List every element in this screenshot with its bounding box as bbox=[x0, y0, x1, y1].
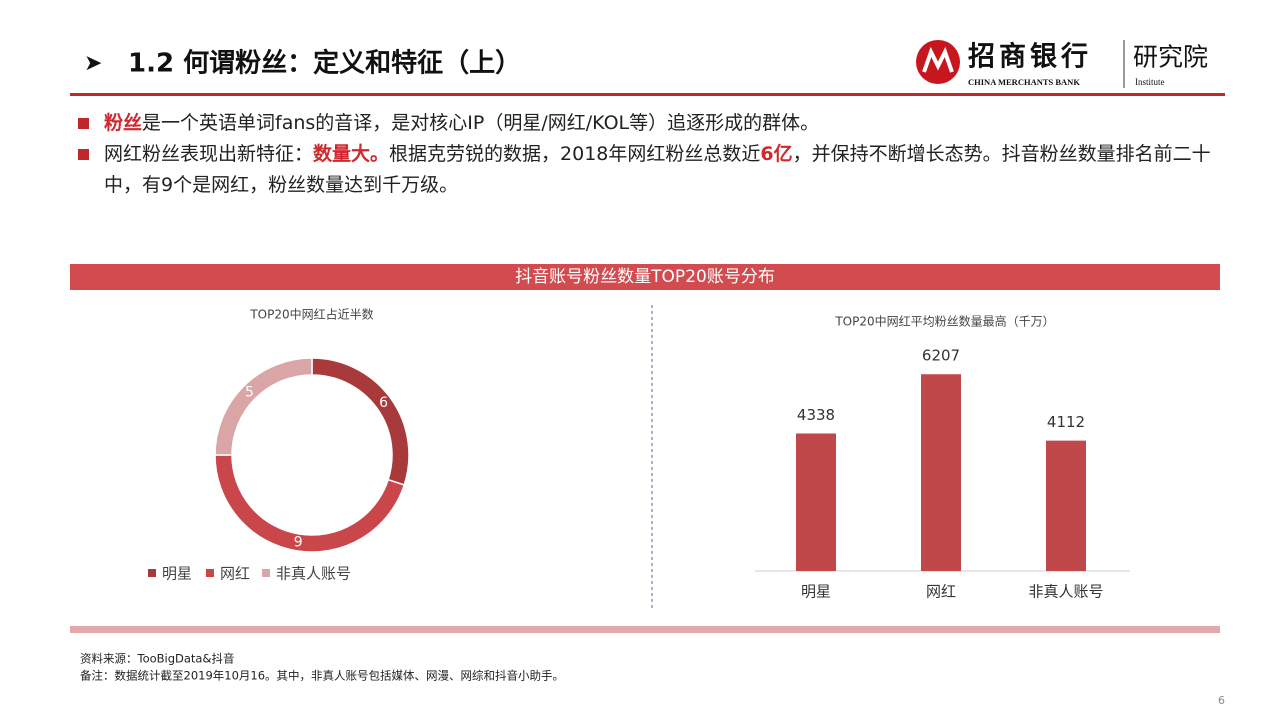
data-label: 4338 bbox=[797, 406, 835, 424]
legend-swatch bbox=[148, 569, 156, 577]
data-label: 6 bbox=[379, 395, 388, 411]
chart-title: TOP20中网红平均粉丝数量最高（千万） bbox=[834, 314, 1054, 329]
bullet-marker bbox=[78, 118, 89, 129]
bullet: 网红粉丝表现出新特征：数量大。根据克劳锐的数据，2018年网红粉丝总数近6亿，并… bbox=[104, 139, 1214, 201]
banner-text: 抖音账号粉丝数量TOP20账号分布 bbox=[515, 267, 775, 287]
donut-slice bbox=[311, 357, 410, 486]
arrow-icon: ➤ bbox=[84, 51, 102, 76]
donut-slice bbox=[214, 357, 313, 456]
donut-slice bbox=[214, 454, 406, 553]
bullet-marker bbox=[78, 149, 89, 160]
note: 备注：数据统计截至2019年10月16。其中，非真人账号包括媒体、网漫、网综和抖… bbox=[80, 669, 564, 683]
legend-label: 非真人账号 bbox=[276, 565, 351, 583]
data-label: 9 bbox=[294, 534, 303, 550]
bullet: 粉丝是一个英语单词fans的音译，是对核心IP（明星/网红/KOL等）追逐形成的… bbox=[104, 108, 1214, 139]
logo-m bbox=[922, 46, 954, 73]
footer-rule bbox=[70, 626, 1220, 633]
slide-title: 1.2 何谓粉丝：定义和特征（上） bbox=[128, 48, 521, 79]
source: 资料来源：TooBigData&抖音 bbox=[80, 652, 234, 666]
header-rule bbox=[70, 93, 1225, 96]
logo-unit: 研究院 bbox=[1133, 44, 1208, 72]
bullet-text: ，并保持不断增长态势。抖音粉丝数量排名前二十中，有9个是网红，粉丝数量达到千万级… bbox=[104, 143, 1211, 196]
x-tick-label: 网红 bbox=[926, 583, 956, 601]
highlight-text: 数量大。 bbox=[313, 143, 390, 165]
data-label: 5 bbox=[245, 384, 254, 400]
bullet-text: 是一个英语单词fans的音译，是对核心IP（明星/网红/KOL等）追逐形成的群体… bbox=[142, 112, 820, 134]
bar bbox=[1046, 440, 1086, 571]
data-label: 4112 bbox=[1047, 413, 1085, 431]
legend-swatch bbox=[206, 569, 214, 577]
logo-en: CHINA MERCHANTS BANK bbox=[968, 77, 1080, 87]
legend-swatch bbox=[262, 569, 270, 577]
bar bbox=[921, 374, 961, 571]
legend-label: 明星 bbox=[162, 565, 192, 583]
x-tick-label: 非真人账号 bbox=[1028, 583, 1103, 601]
banner bbox=[70, 264, 1220, 290]
bullet-text: 网红粉丝表现出新特征： bbox=[104, 143, 314, 165]
x-tick-label: 明星 bbox=[801, 583, 831, 601]
data-label: 6207 bbox=[922, 347, 960, 365]
logo-unit-en: Institute bbox=[1135, 77, 1165, 87]
page-number: 6 bbox=[1218, 694, 1225, 707]
highlight-text: 6亿 bbox=[760, 143, 793, 165]
chart-title: TOP20中网红占近半数 bbox=[249, 307, 373, 322]
highlight-text: 粉丝 bbox=[104, 112, 143, 134]
logo-name: 招商银行 bbox=[968, 41, 1092, 73]
bar bbox=[796, 433, 836, 571]
legend-label: 网红 bbox=[220, 565, 250, 583]
bullet-text: 根据克劳锐的数据，2018年网红粉丝总数近 bbox=[389, 143, 761, 165]
